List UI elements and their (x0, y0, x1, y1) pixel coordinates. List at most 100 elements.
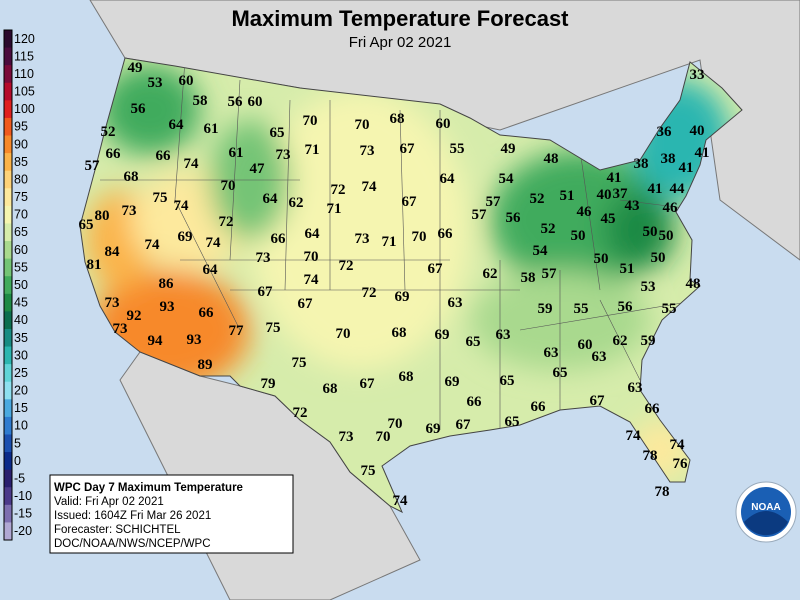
temp-label: 55 (662, 301, 677, 317)
temp-label: 53 (148, 75, 163, 91)
temp-label: 69 (435, 327, 450, 343)
temp-label: 73 (276, 147, 291, 163)
legend-label: 85 (14, 155, 28, 169)
legend-frame (3, 29, 13, 541)
canada (89, 0, 800, 261)
temp-label: 60 (248, 94, 263, 110)
legend-swatch (4, 399, 12, 418)
temp-label: 66 (531, 399, 547, 415)
legend-swatch (4, 328, 12, 348)
temp-label: 65 (500, 373, 515, 389)
temp-label: 67 (258, 284, 274, 300)
temp-label: 38 (634, 156, 649, 172)
temp-label: 65 (553, 365, 568, 381)
temp-label: 67 (428, 261, 444, 277)
temp-label: 65 (79, 217, 94, 233)
temp-label: 73 (360, 143, 375, 159)
legend-swatch (4, 469, 12, 488)
temp-label: 70 (388, 416, 403, 432)
legend-label: 110 (14, 67, 34, 81)
subtitle: Fri Apr 02 2021 (349, 34, 452, 51)
temp-label: 51 (620, 261, 635, 277)
temp-label: 56 (131, 101, 147, 117)
temp-label: 70 (336, 326, 351, 342)
legend-swatch (4, 100, 12, 119)
legend-label: -15 (14, 507, 32, 521)
temp-label: 70 (303, 113, 318, 129)
temp-label: 56 (506, 210, 522, 226)
temp-label: 66 (106, 146, 122, 162)
legend-label: -5 (14, 471, 25, 485)
temp-label: 65 (505, 414, 520, 430)
temp-label: 70 (412, 229, 427, 245)
temp-label: 73 (105, 295, 120, 311)
legend-label: -20 (14, 524, 32, 538)
temp-label: 61 (229, 145, 244, 161)
temp-label: 70 (355, 117, 370, 133)
temp-label: 62 (289, 195, 304, 211)
legend-swatch (4, 416, 12, 435)
temp-label: 59 (538, 301, 553, 317)
temp-label: 52 (530, 191, 545, 207)
legend-label: 115 (14, 49, 34, 63)
temp-label: 57 (472, 207, 488, 223)
temp-label: 64 (203, 262, 219, 278)
temp-label: 57 (85, 158, 101, 174)
noaa-logo: NOAA (735, 481, 797, 543)
legend-swatch (4, 205, 12, 224)
temp-label: 74 (184, 156, 200, 172)
temp-label: 74 (393, 493, 409, 509)
temp-label: 64 (305, 226, 321, 242)
temp-label: 75 (292, 355, 307, 371)
temp-label: 49 (501, 141, 516, 157)
legend-swatch (4, 82, 12, 101)
temp-label: 70 (304, 249, 319, 265)
temp-label: 65 (466, 334, 481, 350)
temp-label: 75 (361, 463, 376, 479)
temp-label: 49 (128, 60, 143, 76)
temp-label: 67 (360, 376, 376, 392)
temp-label: 89 (198, 357, 213, 373)
temp-label: 67 (590, 393, 606, 409)
legend-label: 60 (14, 243, 28, 257)
legend-swatch (4, 117, 12, 137)
legend-label: 55 (14, 260, 28, 274)
temp-label: 56 (618, 299, 634, 315)
temp-label: 40 (597, 187, 612, 203)
temp-label: 75 (153, 190, 168, 206)
legend-swatch (4, 153, 12, 172)
legend-label: 45 (14, 296, 28, 310)
info-box-frame (49, 474, 294, 554)
temp-label: 94 (148, 333, 164, 349)
temp-label: 53 (641, 279, 656, 295)
temp-label: 57 (486, 194, 502, 210)
legend-swatch (4, 293, 12, 312)
temp-label: 56 (228, 94, 244, 110)
legend-label: 40 (14, 313, 28, 327)
temp-label: 57 (542, 266, 558, 282)
temp-label: 63 (448, 295, 463, 311)
temp-label: 45 (601, 211, 616, 227)
logo-wave (744, 511, 788, 536)
temp-label: 70 (221, 178, 236, 194)
legend-swatch (4, 522, 12, 541)
temp-label: 36 (657, 124, 673, 140)
temp-label: 52 (541, 221, 556, 237)
temp-label: 55 (574, 301, 589, 317)
temp-label: 86 (159, 276, 175, 292)
temp-label: 58 (521, 270, 536, 286)
legend-label: 30 (14, 348, 28, 362)
temp-label: 66 (438, 226, 454, 242)
temp-label: 73 (256, 250, 271, 266)
legend-swatch (4, 223, 12, 242)
temp-label: 72 (219, 214, 234, 230)
temp-label: 61 (204, 121, 219, 137)
legend-swatch (4, 30, 12, 49)
temp-label: 68 (392, 325, 407, 341)
temp-label: 41 (695, 145, 710, 161)
temp-label: 92 (127, 308, 142, 324)
title: Maximum Temperature Forecast (231, 6, 569, 31)
temp-label: 66 (467, 394, 483, 410)
temp-label: 74 (670, 437, 686, 453)
